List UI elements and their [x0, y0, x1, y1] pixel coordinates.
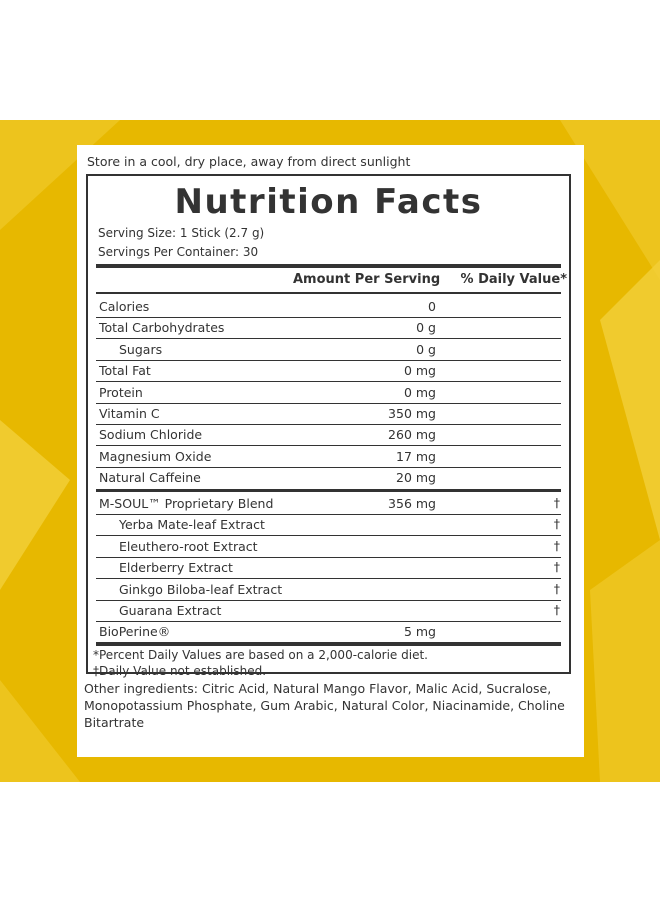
nutrient-amount: 0 g [416, 341, 436, 357]
daily-value-header: % Daily Value* [460, 272, 567, 287]
header-rule [96, 292, 561, 294]
section-rule [96, 489, 561, 492]
other-ingredients: Other ingredients: Citric Acid, Natural … [84, 681, 565, 730]
nutrient-row: BioPerine® 5 mg [96, 621, 561, 642]
nutrient-amount: 20 mg [396, 470, 436, 486]
daily-value-mark: † [553, 495, 560, 510]
nutrient-row: Elderberry Extract † [96, 557, 561, 580]
nutrient-row: M-SOUL™ Proprietary Blend 356 mg † [96, 493, 561, 515]
nutrient-label: Elderberry Extract [119, 560, 233, 576]
daily-value-mark: † [553, 602, 560, 617]
nutrient-label: M-SOUL™ Proprietary Blend [99, 496, 274, 511]
nutrient-row: Guarana Extract † [96, 600, 561, 622]
daily-value-mark: † [553, 580, 560, 596]
nutrient-row: Sodium Chloride 260 mg [96, 424, 561, 447]
nutrient-row: Protein 0 mg [96, 382, 561, 404]
nutrient-label: Sugars [119, 341, 163, 357]
nutrient-label: Magnesium Oxide [99, 448, 212, 464]
nutrition-facts-panel: Nutrition Facts Serving Size: 1 Stick (2… [86, 174, 571, 678]
nutrient-amount: 260 mg [388, 427, 436, 443]
nutrient-amount: 0 [428, 299, 436, 314]
nutrient-label: Protein [99, 384, 143, 400]
nutrient-amount: 356 mg [388, 496, 436, 511]
nutrient-row: Vitamin C 350 mg [96, 403, 561, 425]
nutrient-row: Eleuthero-root Extract † [96, 536, 561, 558]
bottom-rule [96, 642, 561, 646]
thick-rule [96, 264, 561, 268]
footnote-percent: *Percent Daily Values are based on a 2,0… [93, 648, 428, 662]
amount-header: Amount Per Serving [293, 272, 441, 287]
nutrient-amount: 0 mg [403, 363, 436, 379]
nutrient-row: Natural Caffeine 20 mg [96, 467, 561, 488]
nutrient-label: Guarana Extract [119, 603, 222, 618]
footnote-dagger: †Daily Value not established. [93, 664, 267, 678]
nutrient-label: Eleuthero-root Extract [119, 538, 258, 554]
nutrient-row: Magnesium Oxide 17 mg [96, 446, 561, 468]
nutrient-amount: 350 mg [388, 406, 436, 421]
nutrient-label: BioPerine® [99, 624, 171, 640]
background-pattern [0, 120, 660, 782]
serving-size: Serving Size: 1 Stick (2.7 g) [98, 226, 265, 240]
storage-note: Store in a cool, dry place, away from di… [87, 154, 411, 169]
servings-per-container: Servings Per Container: 30 [98, 245, 259, 259]
nutrient-row: Yerba Mate-leaf Extract † [96, 514, 561, 537]
panel-title: Nutrition Facts [174, 182, 483, 222]
nutrient-label: Natural Caffeine [99, 470, 201, 486]
label-card: Store in a cool, dry place, away from di… [77, 145, 584, 757]
nutrient-label: Total Carbohydrates [99, 320, 225, 336]
nutrient-label: Ginkgo Biloba-leaf Extract [119, 581, 283, 597]
daily-value-mark: † [553, 559, 560, 575]
nutrient-amount: 17 mg [396, 448, 436, 464]
nutrient-amount: 5 mg [403, 624, 436, 640]
nutrient-row: Sugars 0 g [96, 339, 561, 361]
nutrient-row: Total Fat 0 mg [96, 360, 561, 383]
nutrient-label: Sodium Chloride [99, 427, 203, 443]
nutrient-label: Calories [99, 299, 150, 314]
daily-value-mark: † [553, 516, 560, 532]
nutrient-label: Vitamin C [99, 406, 160, 421]
nutrient-row: Calories 0 [96, 296, 561, 318]
nutrient-row: Total Carbohydrates 0 g [96, 317, 561, 340]
nutrient-amount: 0 g [416, 320, 436, 336]
nutrient-label: Total Fat [99, 363, 151, 379]
nutrient-amount: 0 mg [403, 384, 436, 400]
nutrient-label: Yerba Mate-leaf Extract [119, 517, 265, 533]
daily-value-mark: † [553, 537, 560, 553]
nutrient-row: Ginkgo Biloba-leaf Extract † [96, 579, 561, 601]
